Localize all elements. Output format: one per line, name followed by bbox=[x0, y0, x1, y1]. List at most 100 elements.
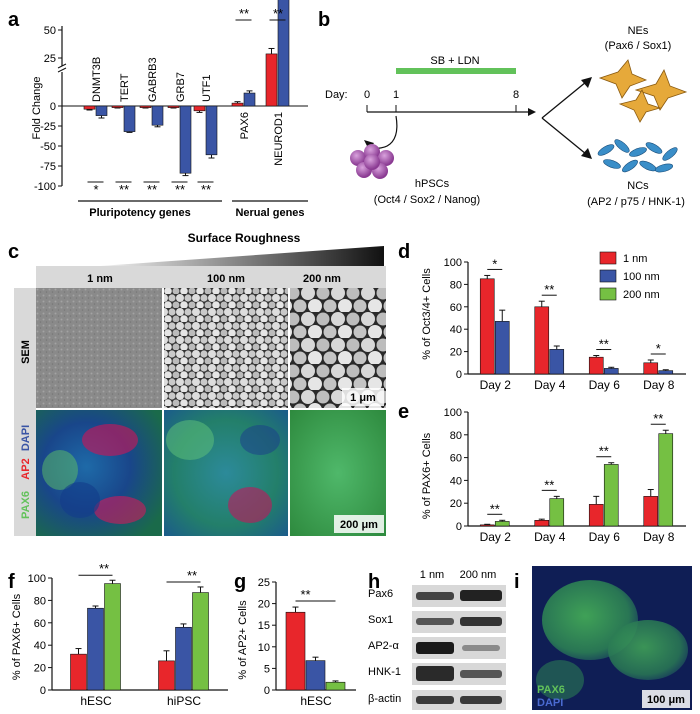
sig-marker: ** bbox=[490, 501, 500, 516]
panel-b-arrow-up bbox=[541, 81, 587, 119]
panel-c-col-100nm: 100 nm bbox=[207, 273, 245, 285]
panel-label-c: c bbox=[8, 241, 19, 263]
panel-label-e: e bbox=[398, 401, 409, 423]
panel-label-i: i bbox=[514, 571, 520, 593]
x-tick-label: Day 6 bbox=[589, 378, 621, 392]
panel-f-ylabel: % of PAX6+ Cells bbox=[11, 593, 23, 680]
panel-c-col-200nm: 200 nm bbox=[303, 273, 341, 285]
axis-break-mark bbox=[57, 63, 67, 69]
y-tick-label: 60 bbox=[34, 618, 46, 630]
bar bbox=[285, 611, 306, 691]
bar bbox=[87, 607, 104, 691]
sig-marker: ** bbox=[599, 444, 609, 459]
sig-marker: ** bbox=[119, 182, 129, 197]
y-tick-label: -75 bbox=[40, 161, 56, 173]
blot-row-bactin: β-actin bbox=[368, 693, 401, 705]
blot-strip-bactin bbox=[412, 690, 506, 710]
panel-c-row-ap2: AP2 bbox=[20, 458, 32, 479]
bar bbox=[83, 105, 96, 110]
y-tick-label: 80 bbox=[34, 595, 46, 607]
panel-label-f: f bbox=[8, 571, 15, 593]
panel-b-day-8: 8 bbox=[513, 89, 519, 101]
panel-b-arrow-down-head bbox=[581, 148, 592, 159]
sig-marker: ** bbox=[239, 6, 249, 21]
y-tick-label: -25 bbox=[40, 121, 56, 133]
y-tick-label: 80 bbox=[450, 430, 462, 442]
axis-break-mark bbox=[57, 67, 67, 73]
sig-marker: ** bbox=[175, 182, 185, 197]
sig-marker: ** bbox=[544, 477, 554, 492]
bar bbox=[193, 105, 206, 112]
x-tick-label: Day 4 bbox=[534, 378, 566, 392]
gene-label: UTF1 bbox=[201, 75, 213, 103]
panel-b-hpsc-cluster bbox=[350, 144, 394, 179]
bar bbox=[70, 653, 87, 691]
sig-marker: * bbox=[656, 341, 661, 356]
bar bbox=[151, 105, 164, 126]
panel-b-nc-markers: (AP2 / p75 / HNK-1) bbox=[587, 196, 685, 208]
bar bbox=[588, 504, 604, 527]
fluor-scale-label: 200 μm bbox=[340, 519, 378, 531]
bar bbox=[603, 464, 619, 527]
blot-band-ap2a-1nm bbox=[416, 642, 454, 654]
panel-b-day-0: 0 bbox=[364, 89, 370, 101]
bar bbox=[643, 362, 659, 375]
blot-col-1nm: 1 nm bbox=[420, 569, 444, 581]
panel-i-image: PAX6 DAPI 100 μm bbox=[532, 566, 692, 710]
panel-i-scale-box bbox=[642, 690, 690, 708]
sem-image-100nm bbox=[164, 288, 288, 408]
sig-marker: ** bbox=[599, 337, 609, 352]
bar bbox=[111, 105, 124, 108]
panel-b-treatment: SB + LDN bbox=[430, 55, 479, 67]
panel-c-header-bar bbox=[36, 266, 386, 288]
y-tick-label: 20 bbox=[450, 347, 462, 359]
panel-b-arrow-up-head bbox=[581, 77, 592, 88]
x-tick-label: Day 8 bbox=[643, 530, 675, 544]
y-tick-label: 60 bbox=[450, 453, 462, 465]
y-tick-label: 50 bbox=[44, 25, 56, 37]
bar bbox=[588, 356, 604, 375]
gene-label: GABRB3 bbox=[147, 57, 159, 102]
legend-swatch-1nm bbox=[599, 251, 617, 265]
sig-marker: ** bbox=[201, 182, 211, 197]
panel-c-title: Surface Roughness bbox=[188, 231, 301, 245]
blot-row-pax6: Pax6 bbox=[368, 588, 393, 600]
bar bbox=[658, 433, 674, 527]
y-tick-label: 60 bbox=[450, 302, 462, 314]
x-tick-label: Day 8 bbox=[643, 378, 675, 392]
bar bbox=[179, 105, 192, 174]
blot-band-bactin-1nm bbox=[416, 696, 454, 704]
sem-scale-label: 1 μm bbox=[350, 392, 376, 404]
sig-marker: ** bbox=[99, 561, 109, 576]
bar bbox=[534, 306, 550, 375]
y-tick-label: -50 bbox=[40, 141, 56, 153]
blot-col-200nm: 200 nm bbox=[460, 569, 497, 581]
panel-g-chart: 0 5 10 15 20 25 hESC ** bbox=[258, 577, 356, 708]
panel-b-ne-markers: (Pax6 / Sox1) bbox=[605, 40, 672, 52]
y-tick-label: 40 bbox=[450, 324, 462, 336]
blot-band-hnk1-1nm bbox=[416, 666, 454, 681]
sem-scale-box bbox=[342, 388, 384, 406]
bar bbox=[243, 92, 256, 107]
panel-d-ylabel: % of Oct3/4+ Cells bbox=[421, 268, 433, 360]
panel-f-chart: 0 20 40 60 80 100 hESC hiPSC ** ** bbox=[28, 561, 228, 708]
panel-b-arrow-down bbox=[541, 117, 587, 155]
x-tick-label: Day 4 bbox=[534, 530, 566, 544]
y-tick-label: -100 bbox=[34, 181, 56, 193]
panel-b-day-1: 1 bbox=[393, 89, 399, 101]
y-tick-label: 100 bbox=[444, 407, 462, 419]
y-tick-label: 0 bbox=[264, 685, 270, 697]
y-tick-label: 25 bbox=[258, 577, 270, 589]
fluor-scale-box bbox=[334, 515, 384, 533]
bar bbox=[549, 349, 565, 375]
fluor-100nm-spots bbox=[166, 420, 280, 523]
panel-b-ne-cells bbox=[598, 59, 688, 123]
panel-e-chart: 0 20 40 60 80 100 Day 2 Day 4 Day 6 Day 8 ** ** ** ** bbox=[444, 407, 686, 544]
panel-a-chart: 50 25 0 -25 -50 -75 -100 DNMT3B * TERT ** GABRB3 ** G… bbox=[34, 0, 308, 197]
y-tick-label: 0 bbox=[50, 101, 56, 113]
sig-marker: ** bbox=[653, 411, 663, 426]
panel-c-row-pax6: PAX6 bbox=[20, 491, 32, 519]
bar bbox=[265, 53, 278, 107]
panel-label-d: d bbox=[398, 241, 410, 263]
legend-label-100nm: 100 nm bbox=[623, 271, 660, 283]
